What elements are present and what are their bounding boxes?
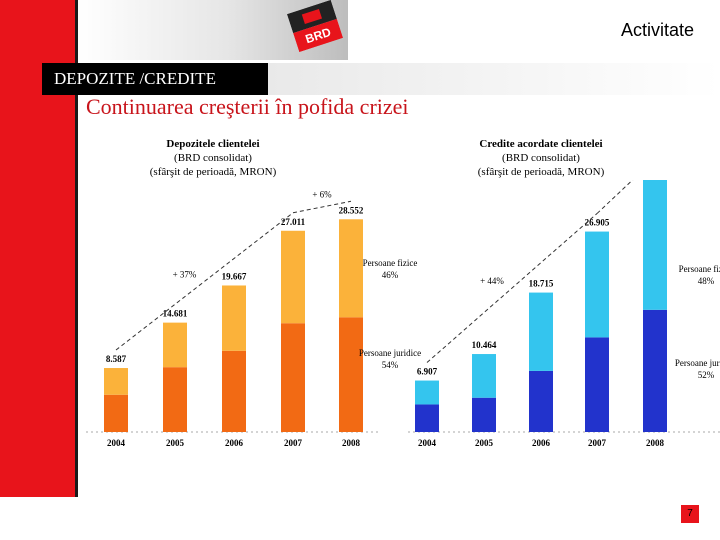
- loans-chart-subtitle-1: (BRD consolidat): [502, 152, 580, 164]
- loans-bar-segment-top-2008: [643, 180, 667, 310]
- deposits-bar-segment-bottom-2006: [222, 350, 246, 432]
- deposits-tick-label-2007: 2007: [284, 438, 303, 448]
- loans-trend-line-1: [426, 213, 598, 363]
- section-bar-fade: [268, 63, 720, 95]
- deposits-trend-line-1: [115, 212, 294, 351]
- deposits-bar-segment-top-2007: [281, 230, 305, 324]
- deposits-annotation-label-0: Persoane fizice: [363, 258, 418, 268]
- loans-bar-segment-bottom-2008: [643, 309, 667, 432]
- loans-total-label-2004: 6.907: [417, 367, 438, 377]
- deposits-annotation-pct-0: 46%: [382, 270, 399, 280]
- page-subtitle: Continuarea creşterii în pofida crizei: [86, 94, 409, 119]
- deposits-bar-segment-bottom-2008: [339, 317, 363, 432]
- deposits-tick-label-2008: 2008: [342, 438, 361, 448]
- deposits-growth-label-1: + 37%: [173, 269, 197, 279]
- deposits-bar-segment-top-2005: [163, 322, 187, 368]
- loans-bar-segment-bottom-2007: [585, 337, 609, 432]
- loans-total-label-2005: 10.464: [472, 340, 497, 350]
- deposits-bar-segment-bottom-2005: [163, 367, 187, 432]
- loans-total-label-2006: 18.715: [529, 279, 554, 289]
- page-number: 7: [681, 505, 699, 523]
- deposits-annotation-pct-1: 54%: [382, 360, 399, 370]
- loans-annotation-pct-0: 48%: [698, 276, 715, 286]
- deposits-chart-heading: Depozitele clientelei (BRD consolidat) (…: [128, 137, 298, 179]
- deposits-total-label-2005: 14.681: [163, 309, 188, 319]
- deposits-tick-label-2006: 2006: [225, 438, 244, 448]
- deposits-bar-segment-bottom-2007: [281, 323, 305, 432]
- loans-bar-segment-top-2006: [529, 292, 553, 371]
- deposits-chart-subtitle-2: (sfârşit de perioadă, MRON): [149, 166, 277, 178]
- loans-annotation-label-1: Persoane juridice: [675, 358, 720, 368]
- deposits-tick-label-2004: 2004: [107, 438, 126, 448]
- deposits-growth-label-2: + 6%: [312, 189, 332, 199]
- deposits-total-label-2006: 19.667: [222, 271, 247, 281]
- deposits-annotation-label-1: Persoane juridice: [359, 348, 421, 358]
- left-divider-line: [75, 0, 78, 497]
- loans-tick-label-2008: 2008: [646, 438, 665, 448]
- page-header-title: Activitate: [620, 20, 694, 40]
- deposits-chart-subtitle-1: (BRD consolidat): [174, 152, 252, 164]
- loans-tick-label-2005: 2005: [475, 438, 494, 448]
- section-title: DEPOZITE /CREDITE: [42, 63, 268, 95]
- loans-total-label-2007: 26.905: [585, 218, 610, 228]
- loans-bar-segment-top-2007: [585, 231, 609, 338]
- loans-chart-subtitle-2: (sfârşit de perioadă, MRON): [477, 166, 605, 178]
- deposits-total-label-2008: 28.552: [339, 205, 364, 215]
- deposits-bar-segment-top-2008: [339, 219, 363, 318]
- loans-annotation-label-0: Persoane fizice: [679, 264, 720, 274]
- loans-growth-label-1: + 44%: [480, 276, 504, 286]
- deposits-tick-label-2005: 2005: [166, 438, 185, 448]
- loans-bar-segment-bottom-2005: [472, 397, 496, 432]
- loans-chart-heading: Credite acordate clientelei (BRD consoli…: [456, 137, 626, 179]
- loans-bar-segment-top-2005: [472, 354, 496, 398]
- deposits-loans-chart: 8.587 2004 14.681 2005 19.667 2006 27.011 2007 2…: [86, 180, 720, 448]
- loans-bar-segment-bottom-2006: [529, 370, 553, 432]
- deposits-trend-line-2: [292, 200, 352, 214]
- deposits-bar-segment-top-2006: [222, 285, 246, 351]
- loans-bar-segment-bottom-2004: [415, 404, 439, 432]
- loans-bar-segment-top-2004: [415, 380, 439, 405]
- deposits-bar-segment-top-2004: [104, 368, 128, 395]
- loans-tick-label-2007: 2007: [588, 438, 607, 448]
- deposits-chart-title: Depozitele clientelei: [166, 138, 260, 150]
- loans-chart-title: Credite acordate clientelei: [479, 138, 603, 150]
- deposits-total-label-2007: 27.011: [281, 217, 306, 227]
- brd-logo: BRD: [286, 0, 344, 53]
- loans-tick-label-2004: 2004: [418, 438, 437, 448]
- loans-tick-label-2006: 2006: [532, 438, 551, 448]
- deposits-total-label-2004: 8.587: [106, 354, 127, 364]
- loans-annotation-pct-1: 52%: [698, 370, 715, 380]
- deposits-bar-segment-bottom-2004: [104, 394, 128, 432]
